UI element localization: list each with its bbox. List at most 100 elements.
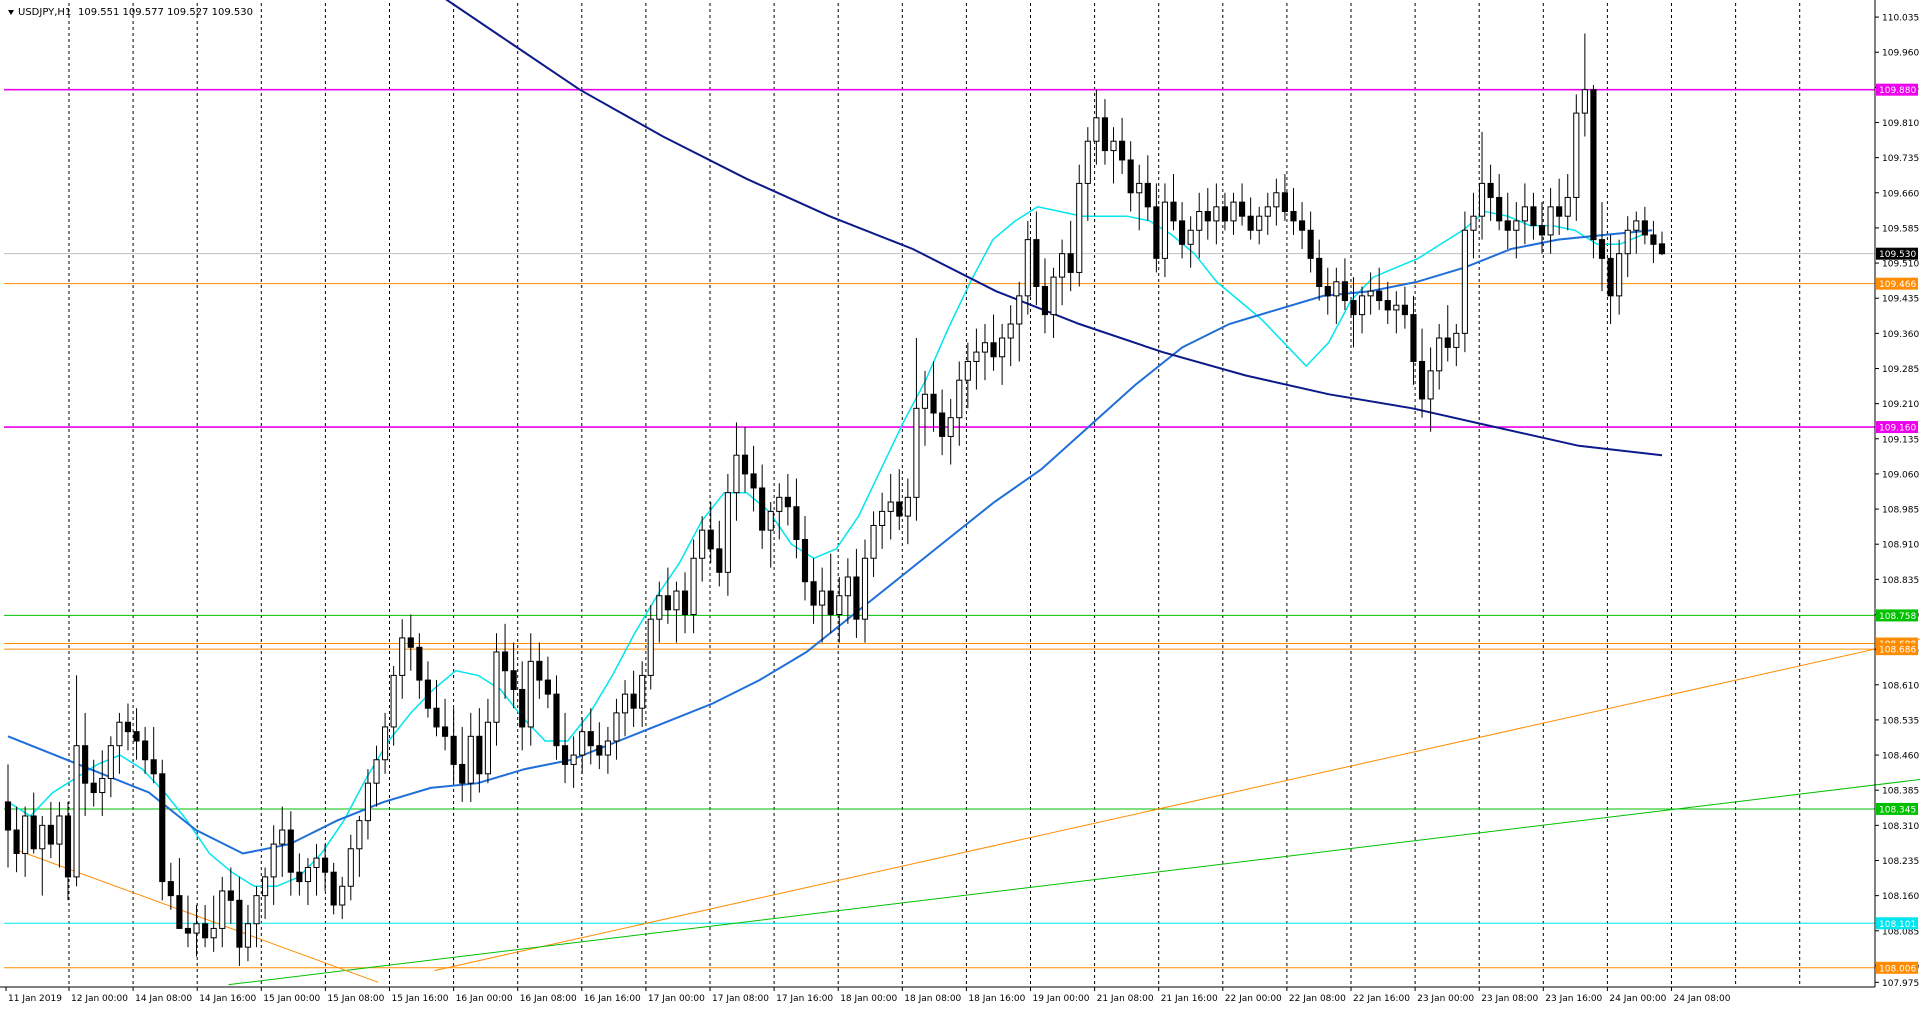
candle-body: [1341, 281, 1348, 302]
candle-body: [244, 923, 252, 948]
candle-body: [64, 815, 72, 878]
candle-body: [279, 829, 286, 845]
candle-body: [1410, 314, 1417, 362]
candle-body: [1170, 201, 1177, 222]
trendline: [228, 778, 1920, 986]
level-price-tag: [1876, 421, 1918, 434]
candle-body: [467, 735, 474, 784]
candle-body: [544, 679, 551, 695]
candle-body: [1256, 215, 1263, 231]
level-price-label: 108.101: [1879, 920, 1916, 930]
candle-body: [819, 590, 826, 606]
candle-body: [947, 417, 954, 437]
candle-body: [1556, 206, 1563, 217]
candle-body: [1136, 182, 1143, 194]
menu-triangle-icon[interactable]: [8, 10, 14, 15]
candle-body: [673, 590, 680, 611]
time-tick-label: 16 Jan 08:00: [520, 994, 577, 1004]
candle-body: [561, 745, 569, 765]
candle-body: [184, 927, 192, 934]
level-price-tag: [1876, 83, 1918, 96]
candle-body: [853, 576, 860, 620]
candle-body: [1076, 182, 1083, 273]
candle-body: [107, 745, 114, 779]
candle-body: [82, 745, 89, 784]
candle-body: [776, 496, 783, 512]
candle-body: [1264, 206, 1271, 217]
candle-body: [1230, 201, 1237, 222]
candle-body: [1616, 253, 1623, 297]
candle-body: [793, 506, 800, 541]
candle-body: [1384, 300, 1391, 311]
candle-body: [476, 735, 483, 775]
price-tick-label: 109.360: [1882, 330, 1919, 340]
candle-body: [1607, 257, 1614, 297]
candle-body: [1530, 206, 1537, 227]
level-price-label: 108.345: [1879, 805, 1916, 815]
time-tick-label: 23 Jan 16:00: [1545, 994, 1602, 1004]
candle-body: [339, 885, 346, 906]
candle-body: [176, 895, 183, 929]
candle-body: [1067, 253, 1074, 273]
candle-body: [1179, 220, 1186, 245]
candle-body: [1393, 304, 1400, 311]
candle-body: [1633, 220, 1640, 231]
candle-body: [836, 595, 843, 615]
price-tick-label: 109.135: [1882, 435, 1919, 445]
candle-body: [39, 824, 46, 850]
trendline: [434, 638, 1920, 972]
candle-body: [1239, 201, 1246, 217]
candle-body: [596, 745, 603, 756]
candle-body: [270, 843, 277, 878]
candle-body: [193, 923, 200, 934]
candle-body: [647, 618, 654, 676]
candle-body: [801, 539, 809, 583]
candle-body: [416, 646, 423, 681]
candle-body: [827, 590, 834, 615]
time-tick-label: 23 Jan 00:00: [1417, 994, 1474, 1004]
candle-body: [604, 740, 611, 756]
candle-body: [1487, 182, 1494, 198]
candle-body: [1153, 206, 1160, 259]
level-price-tag: [1876, 802, 1918, 815]
candle-body: [1624, 229, 1631, 255]
price-tick-label: 108.610: [1882, 681, 1919, 691]
candle-body: [1453, 332, 1460, 348]
candle-body: [150, 759, 157, 775]
time-tick-label: 17 Jan 16:00: [776, 994, 833, 1004]
candle-body: [981, 342, 989, 353]
candle-body: [930, 393, 937, 414]
candle-body: [536, 660, 543, 681]
price-tick-label: 108.235: [1882, 857, 1919, 867]
candle-body: [1119, 140, 1126, 161]
candle-body: [1496, 196, 1503, 222]
candle-body: [441, 726, 449, 737]
time-tick-label: 12 Jan 00:00: [71, 994, 128, 1004]
time-tick-label: 22 Jan 08:00: [1289, 994, 1346, 1004]
candle-body: [1547, 206, 1554, 236]
candle-body: [1461, 229, 1468, 334]
candle-body: [724, 492, 731, 573]
candle-body: [579, 731, 586, 756]
candle-body: [501, 651, 509, 672]
candle-body: [1033, 239, 1040, 287]
candle-body: [699, 529, 706, 559]
candle-body: [124, 721, 132, 733]
time-tick-label: 21 Jan 08:00: [1097, 994, 1154, 1004]
candle-body: [570, 754, 577, 765]
time-tick-label: 18 Jan 16:00: [968, 994, 1025, 1004]
candle-body: [459, 763, 466, 784]
time-tick-label: 18 Jan 00:00: [840, 994, 897, 1004]
price-tick-label: 109.435: [1882, 295, 1919, 305]
time-tick-label: 16 Jan 00:00: [456, 994, 513, 1004]
candle-body: [1650, 234, 1657, 245]
level-price-tag: [1876, 277, 1918, 290]
ohlc-label: 109.551 109.577 109.527 109.530: [78, 7, 253, 18]
candle-body: [56, 815, 63, 845]
candle-body: [1221, 206, 1229, 222]
moving-average-line: [445, 0, 1663, 457]
time-tick-label: 17 Jan 08:00: [712, 994, 769, 1004]
time-tick-label: 11 Jan 2019: [8, 994, 62, 1004]
